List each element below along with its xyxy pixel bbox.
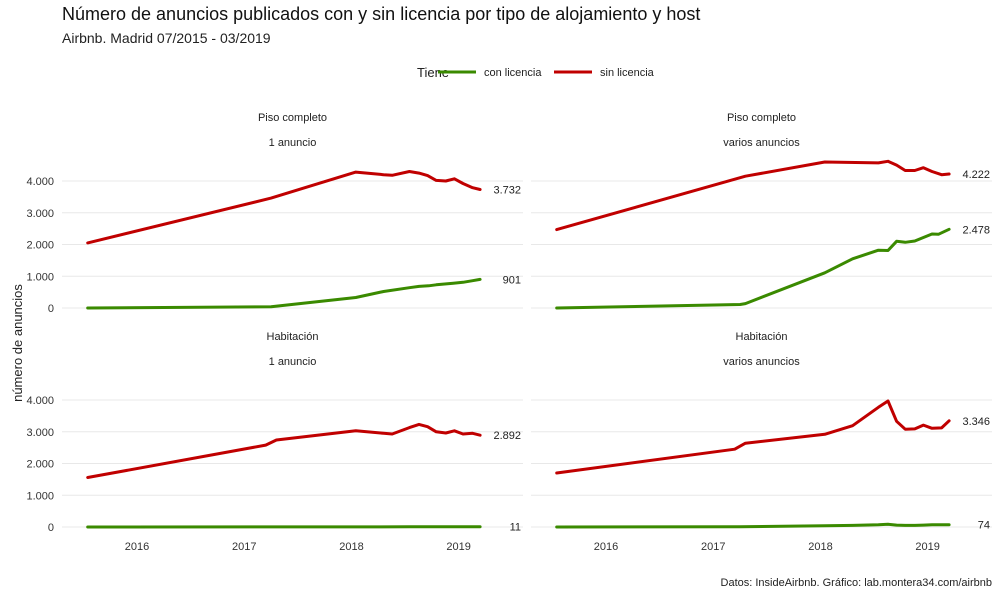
chart-subtitle: Airbnb. Madrid 07/2015 - 03/2019 bbox=[62, 30, 271, 46]
legend-title: Tiene bbox=[417, 65, 449, 80]
end-label-sin-licencia: 4.222 bbox=[962, 169, 990, 181]
y-tick-label: 3.000 bbox=[26, 208, 54, 220]
end-label-sin-licencia: 3.732 bbox=[493, 185, 521, 197]
x-tick-label: 2016 bbox=[125, 541, 149, 553]
y-tick-label: 3.000 bbox=[26, 427, 54, 439]
end-label-con-licencia: 2.478 bbox=[962, 224, 990, 236]
y-tick-label: 1.000 bbox=[26, 271, 54, 283]
panel-strip-label-host: varios anuncios bbox=[723, 137, 800, 149]
end-label-con-licencia: 901 bbox=[503, 274, 521, 286]
series-line-sin-licencia bbox=[555, 159, 951, 232]
y-tick-label: 0 bbox=[48, 303, 54, 315]
chart-title: Número de anuncios publicados con y sin … bbox=[62, 4, 701, 24]
x-tick-label: 2016 bbox=[594, 541, 618, 553]
y-tick-label: 2.000 bbox=[26, 240, 54, 252]
x-tick-label: 2017 bbox=[232, 541, 256, 553]
x-tick-label: 2018 bbox=[339, 541, 363, 553]
x-tick-label: 2019 bbox=[915, 541, 939, 553]
series-line-con-licencia bbox=[555, 522, 951, 529]
end-label-con-licencia: 11 bbox=[510, 522, 521, 534]
y-tick-label: 4.000 bbox=[26, 176, 54, 188]
panel-strip-label-host: 1 anuncio bbox=[269, 137, 317, 149]
series-line-sin-licencia bbox=[86, 170, 482, 245]
x-tick-label: 2017 bbox=[701, 541, 725, 553]
x-tick-label: 2019 bbox=[446, 541, 470, 553]
series-line-sin-licencia bbox=[555, 399, 951, 475]
panel-strip-label-host: 1 anuncio bbox=[269, 356, 317, 368]
legend-label-sin-licencia: sin licencia bbox=[600, 67, 655, 79]
panel-strip-label-type: Piso completo bbox=[258, 112, 327, 124]
end-label-sin-licencia: 3.346 bbox=[962, 416, 990, 428]
y-tick-label: 4.000 bbox=[26, 395, 54, 407]
panel-strip-label-type: Piso completo bbox=[727, 112, 796, 124]
y-tick-label: 1.000 bbox=[26, 490, 54, 502]
legend-label-con-licencia: con licencia bbox=[484, 67, 542, 79]
series-line-con-licencia bbox=[86, 277, 482, 310]
series-line-con-licencia bbox=[555, 227, 951, 310]
y-tick-label: 0 bbox=[48, 522, 54, 534]
end-label-con-licencia: 74 bbox=[978, 520, 990, 532]
panel-strip-label-type: Habitación bbox=[736, 331, 788, 343]
panel-strip-label-type: Habitación bbox=[267, 331, 319, 343]
panel-strip-label-host: varios anuncios bbox=[723, 356, 800, 368]
series-line-sin-licencia bbox=[86, 422, 482, 479]
end-label-sin-licencia: 2.892 bbox=[493, 430, 521, 442]
y-tick-label: 2.000 bbox=[26, 459, 54, 471]
chart-caption: Datos: InsideAirbnb. Gráfico: lab.monter… bbox=[720, 577, 992, 589]
y-axis-label: número de anuncios bbox=[10, 284, 25, 402]
x-tick-label: 2018 bbox=[808, 541, 832, 553]
